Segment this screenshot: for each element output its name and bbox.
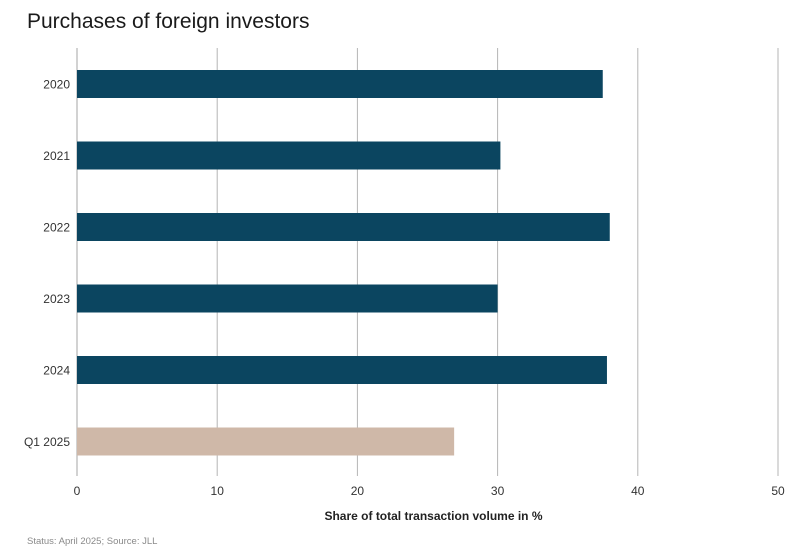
bar-2020 — [77, 70, 603, 98]
chart-title: Purchases of foreign investors — [27, 10, 310, 33]
y-category-label-2022: 2022 — [43, 221, 70, 235]
bars — [77, 70, 610, 456]
y-category-label-2021: 2021 — [43, 149, 70, 163]
x-axis-title: Share of total transaction volume in % — [324, 509, 542, 523]
x-tick-label-0: 0 — [74, 484, 81, 498]
bar-2021 — [77, 141, 501, 170]
source-note: Status: April 2025; Source: JLL — [27, 536, 158, 547]
y-category-label-2024: 2024 — [43, 364, 70, 378]
bar-2023 — [77, 284, 498, 313]
y-category-label-2023: 2023 — [43, 292, 70, 306]
x-tick-label-30: 30 — [491, 484, 505, 498]
x-tick-label-40: 40 — [631, 484, 645, 498]
x-axis-tick-labels: 0 10 20 30 40 50 — [74, 484, 785, 498]
bar-2022 — [77, 213, 610, 241]
bar-2024 — [77, 356, 607, 384]
y-axis-labels: 2020 2021 2022 2023 2024 Q1 2025 — [24, 78, 70, 450]
y-category-label-q1-2025: Q1 2025 — [24, 435, 70, 449]
x-tick-label-20: 20 — [351, 484, 365, 498]
x-tick-label-10: 10 — [211, 484, 225, 498]
bar-q1-2025 — [77, 427, 455, 456]
grid-lines — [76, 48, 779, 476]
x-tick-label-50: 50 — [771, 484, 785, 498]
y-category-label-2020: 2020 — [43, 78, 70, 92]
